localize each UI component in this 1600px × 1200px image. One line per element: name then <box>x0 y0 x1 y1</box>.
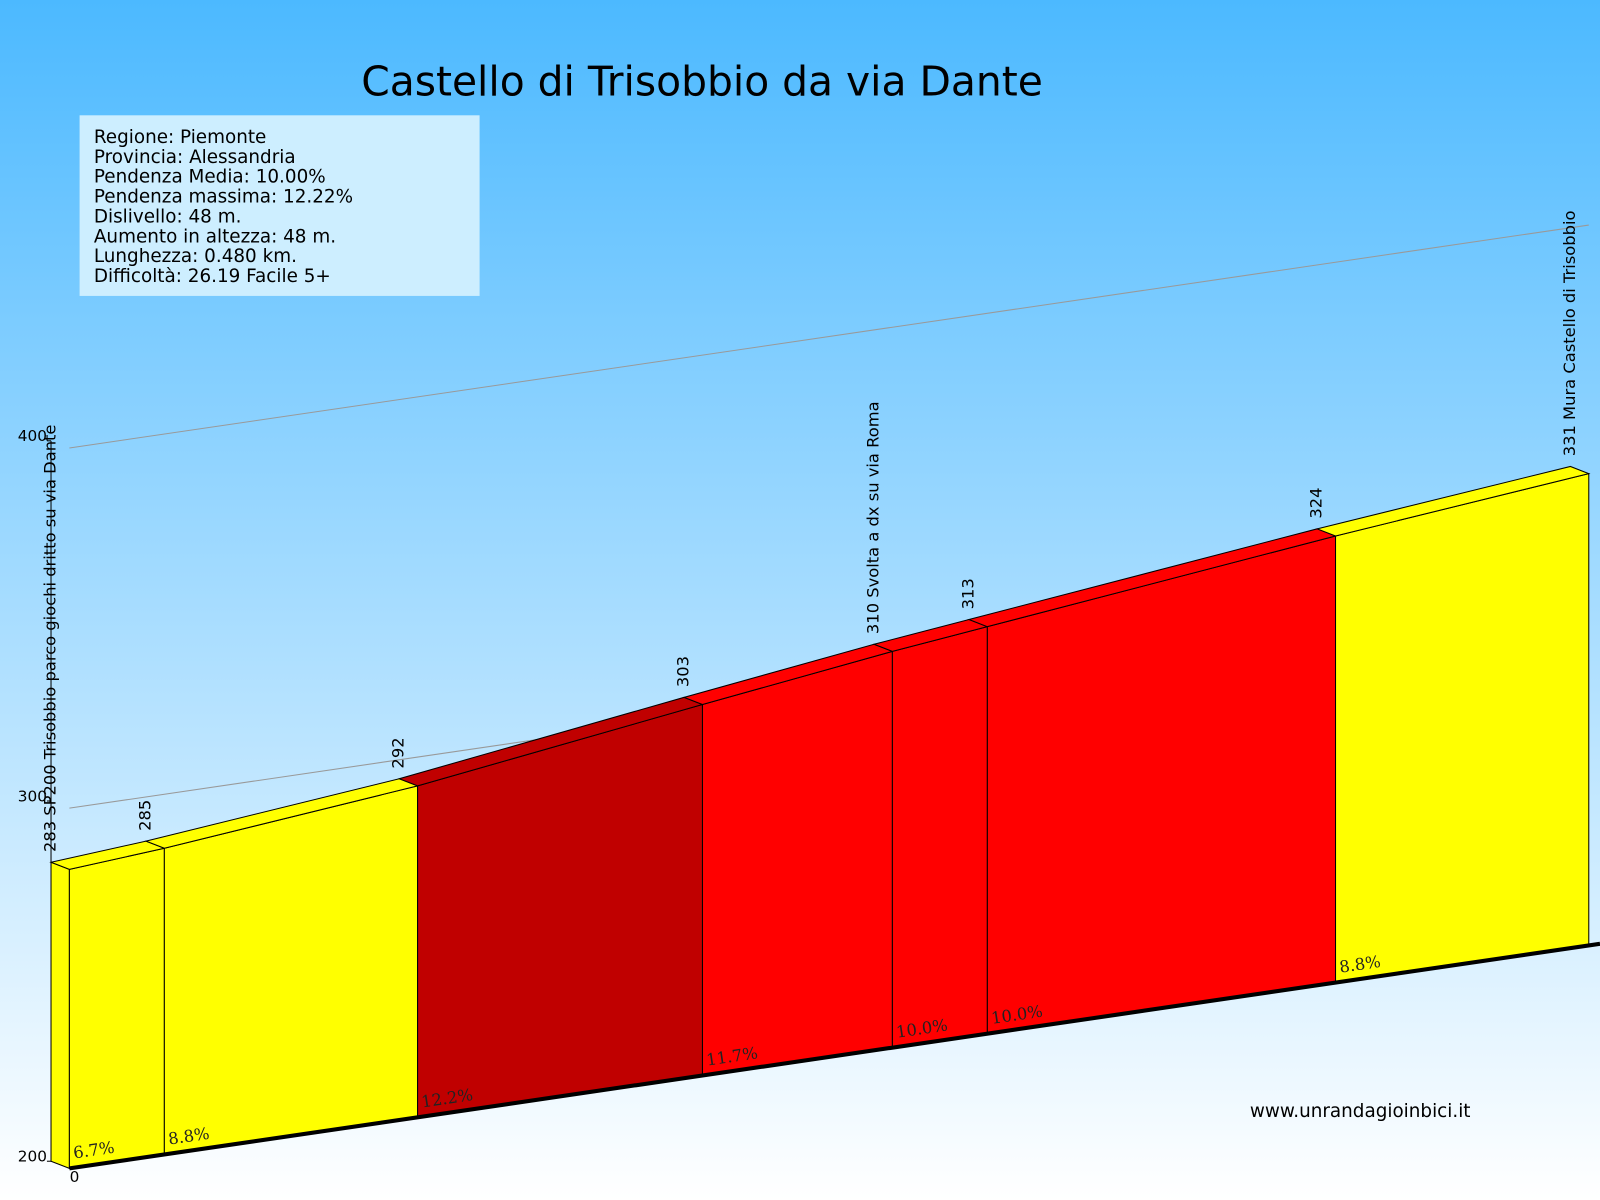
info-line: Lunghezza: 0.480 km. <box>94 246 297 267</box>
segment-top <box>1315 465 1591 537</box>
info-line: Dislivello: 48 m. <box>94 206 242 227</box>
info-line: Pendenza Media: 10.00% <box>94 167 326 188</box>
segment-face <box>891 626 988 1049</box>
point-label: 283 SP200 Trisobbio parco giochi dritto … <box>41 425 60 853</box>
info-line: Pendenza massima: 12.22% <box>94 187 353 208</box>
y-tick-label: 200 <box>18 1148 47 1166</box>
segment-face <box>1335 472 1590 984</box>
point-label: 313 <box>958 578 977 609</box>
info-box <box>79 115 480 296</box>
y-tick-label: 400 <box>18 427 47 445</box>
info-line: Difficoltà: 26.19 Facile 5+ <box>94 266 331 287</box>
segment-face <box>163 785 419 1156</box>
info-line: Provincia: Alessandria <box>94 147 296 168</box>
info-line: Aumento in altezza: 48 m. <box>94 226 336 247</box>
segment-face <box>701 650 893 1077</box>
point-label: 292 <box>389 737 408 768</box>
point-label: 324 <box>1307 487 1326 518</box>
point-label: 303 <box>674 656 693 687</box>
base-line <box>69 941 1600 1171</box>
chart-title: Castello di Trisobbio da via Dante <box>361 58 1043 106</box>
website: www.unrandagioinbici.it <box>1250 1101 1471 1122</box>
side-face <box>50 861 70 1170</box>
point-label: 310 Svolta a dx su via Roma <box>864 401 883 634</box>
profile <box>49 465 1600 1171</box>
info-line: Regione: Piemonte <box>94 127 266 148</box>
y-tick-label: 300 <box>18 787 47 805</box>
x-tick-label: 0 <box>70 1168 80 1186</box>
point-label: 285 <box>135 800 154 831</box>
segment-face <box>68 847 165 1169</box>
grid-line <box>69 224 1589 449</box>
point-label: 331 Mura Castello di Trisobbio <box>1560 210 1579 456</box>
